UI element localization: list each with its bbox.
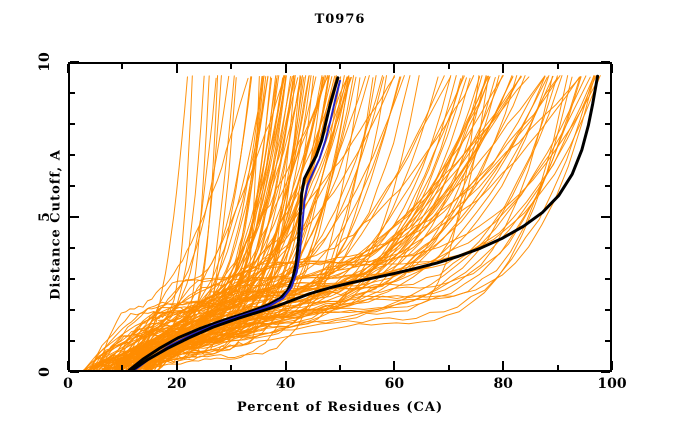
y-tick-right xyxy=(605,309,610,311)
ensemble-curve xyxy=(118,75,280,369)
x-tick-top xyxy=(230,64,233,69)
ensemble-curve xyxy=(140,75,350,370)
y-tick-left xyxy=(70,61,79,63)
x-axis-title: Percent of Residues (CA) xyxy=(236,400,444,415)
x-tick-bottom xyxy=(447,365,450,370)
ensemble-curve xyxy=(136,75,278,370)
x-tick-label: 60 xyxy=(384,376,405,392)
ensemble-curve xyxy=(104,76,548,370)
reference-curve-reference-black-right xyxy=(130,74,600,370)
y-axis-title: Distance Cutoff, A xyxy=(48,149,64,300)
x-tick-label: 80 xyxy=(493,376,513,392)
x-tick-bottom xyxy=(67,361,69,370)
x-tick-top xyxy=(67,64,69,73)
y-tick-left xyxy=(70,247,75,249)
x-tick-label: 0 xyxy=(63,376,73,392)
ensemble-curve xyxy=(133,75,464,370)
plot-area xyxy=(68,62,612,372)
ensemble-curve xyxy=(146,76,600,370)
ensemble-curve xyxy=(89,75,287,370)
x-tick-bottom xyxy=(556,365,559,370)
y-tick-right xyxy=(601,216,610,218)
x-tick-label: 20 xyxy=(167,376,187,392)
x-tick-top xyxy=(393,64,396,73)
x-tick-top xyxy=(175,64,178,73)
y-tick-right xyxy=(605,278,610,280)
ensemble-curve xyxy=(131,76,329,370)
x-tick-bottom xyxy=(502,361,505,370)
x-tick-label: 100 xyxy=(597,376,627,392)
ensemble-curve xyxy=(158,76,402,370)
y-tick-right xyxy=(605,247,610,249)
y-tick-right xyxy=(601,61,610,63)
y-tick-left xyxy=(70,185,75,187)
page-title: T0976 xyxy=(314,12,366,27)
y-tick-right xyxy=(605,154,610,156)
y-tick-left xyxy=(70,154,75,156)
x-tick-bottom xyxy=(121,365,124,370)
ensemble-curve xyxy=(114,75,561,369)
ensemble-curve xyxy=(125,75,303,370)
ensemble-curve xyxy=(90,75,230,370)
x-tick-bottom xyxy=(175,361,178,370)
ensemble-curve xyxy=(143,76,489,370)
y-tick-right xyxy=(605,340,610,342)
x-tick-top xyxy=(284,64,287,73)
ensemble-curves xyxy=(83,75,601,370)
y-tick-left xyxy=(70,92,75,94)
y-tick-label: 10 xyxy=(37,52,53,72)
y-tick-left xyxy=(70,123,75,125)
y-tick-left xyxy=(70,216,79,218)
x-tick-top xyxy=(447,64,450,69)
ensemble-curve xyxy=(122,76,357,370)
ensemble-curve xyxy=(143,77,351,370)
y-tick-left xyxy=(70,309,75,311)
x-tick-bottom xyxy=(339,365,341,370)
y-tick-right xyxy=(601,371,610,373)
x-tick-bottom xyxy=(611,361,613,370)
ensemble-curve xyxy=(145,75,553,370)
plot-svg xyxy=(83,74,601,370)
reference-curves xyxy=(127,74,600,370)
reference-curve-reference-blue xyxy=(133,79,341,370)
x-tick-bottom xyxy=(393,361,396,370)
y-tick-right xyxy=(605,185,610,187)
y-tick-left xyxy=(70,371,79,373)
y-tick-left xyxy=(70,278,75,280)
x-tick-top xyxy=(611,64,613,73)
x-tick-label: 40 xyxy=(275,376,296,392)
x-tick-top xyxy=(556,64,559,69)
ensemble-curve xyxy=(145,76,573,370)
ensemble-curve xyxy=(113,75,387,370)
ensemble-curve xyxy=(112,76,317,370)
ensemble-curve xyxy=(157,75,310,370)
ensemble-curve xyxy=(139,75,500,369)
y-tick-left xyxy=(70,340,75,342)
y-tick-right xyxy=(605,92,610,94)
x-tick-bottom xyxy=(284,361,287,370)
ensemble-curve xyxy=(98,77,249,370)
x-tick-top xyxy=(502,64,505,73)
x-tick-top xyxy=(339,64,341,69)
y-tick-label: 0 xyxy=(37,367,53,377)
x-tick-bottom xyxy=(230,365,233,370)
reference-curve-reference-black-left xyxy=(127,76,340,370)
x-tick-top xyxy=(121,64,124,69)
ensemble-curve xyxy=(89,75,303,370)
y-tick-right xyxy=(605,123,610,125)
